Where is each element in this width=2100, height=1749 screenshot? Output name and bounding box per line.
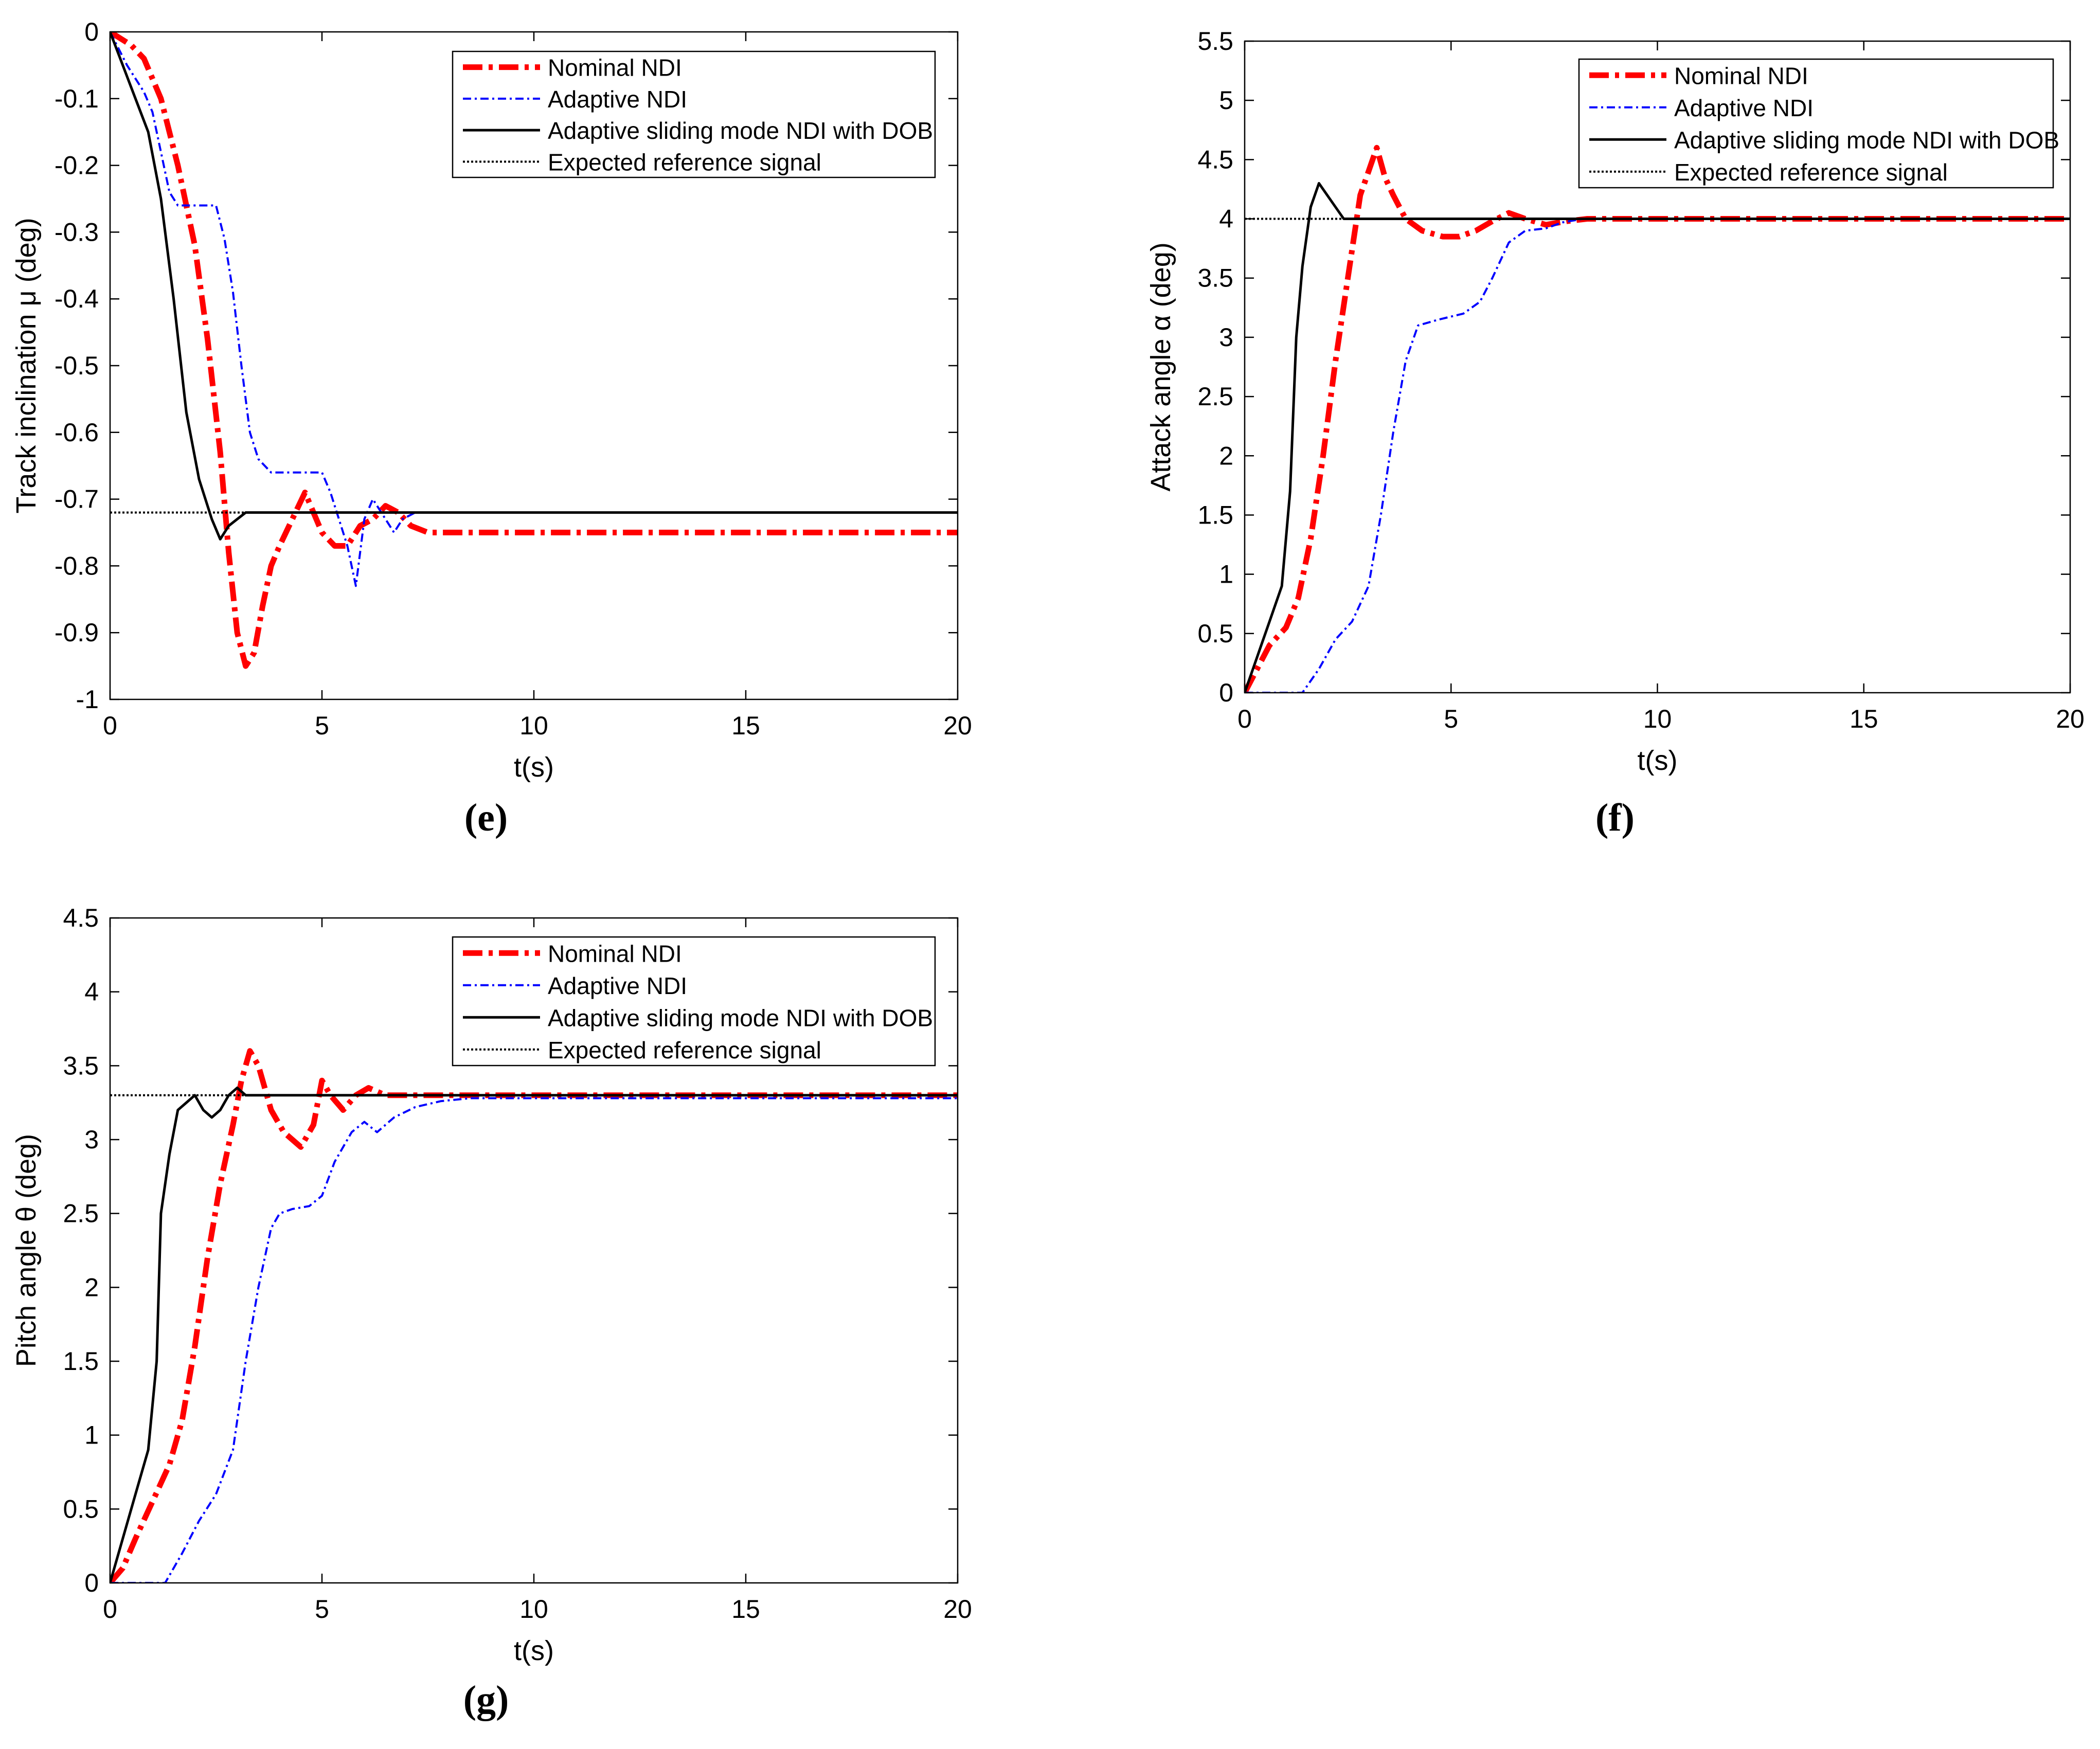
- series-line-adaptive-sliding-mode-ndi-with-dob: [110, 32, 958, 540]
- y-tick-label: -1: [76, 685, 99, 714]
- y-tick-label: -0.5: [55, 351, 99, 380]
- x-tick-label: 20: [943, 711, 972, 740]
- x-tick-label: 10: [519, 711, 548, 740]
- panel-caption: (g): [463, 1678, 509, 1721]
- y-axis-label: Track inclination μ (deg): [11, 218, 42, 513]
- chart-panel-f: 0 5 10 15 20 0 0.5 1 1.5 2 2.5 3 3.5 4 4.5 5 5.5 t(s) Atta…: [1145, 27, 2085, 839]
- y-tick-label: 0.5: [63, 1494, 99, 1523]
- series-line-adaptive-ndi: [110, 32, 958, 587]
- y-tick-label: 2: [1219, 441, 1233, 470]
- legend-entry-label: Expected reference signal: [548, 1037, 821, 1063]
- x-axis-label: t(s): [514, 752, 554, 783]
- y-tick-label: -0.4: [55, 284, 99, 313]
- y-tick-label: 4.5: [1197, 145, 1233, 174]
- series-line-adaptive-ndi: [1245, 218, 2070, 693]
- legend: Nominal NDI Adaptive NDI Adaptive sliding …: [452, 936, 936, 1067]
- panel-caption: (e): [464, 796, 508, 839]
- legend-box: [1578, 58, 2054, 189]
- y-tick-label: 3.5: [1197, 264, 1233, 293]
- y-tick-label: 2: [84, 1273, 99, 1302]
- x-tick-label: 5: [315, 1595, 329, 1624]
- x-tick-label: 10: [1643, 705, 1672, 733]
- x-tick-label: 5: [1444, 705, 1458, 733]
- legend-entry-label: Nominal NDI: [548, 55, 682, 81]
- series-line-adaptive-sliding-mode-ndi-with-dob: [110, 1086, 958, 1583]
- legend-entry-label: Expected reference signal: [548, 149, 821, 175]
- y-tick-label: 1: [84, 1421, 99, 1450]
- x-tick-label: 15: [1850, 705, 1878, 733]
- y-tick-label: -0.2: [55, 151, 99, 180]
- x-tick-label: 20: [2056, 705, 2085, 733]
- x-tick-label: 15: [731, 711, 760, 740]
- y-tick-label: 0: [84, 1568, 99, 1597]
- y-tick-label: 4: [84, 978, 99, 1006]
- y-tick-label: -0.9: [55, 618, 99, 647]
- legend: Nominal NDI Adaptive NDI Adaptive sliding …: [452, 50, 936, 178]
- legend-box: [452, 936, 936, 1067]
- y-tick-label: 0: [1219, 678, 1233, 707]
- legend-entry-label: Adaptive NDI: [548, 86, 687, 113]
- y-tick-label: 2.5: [63, 1199, 99, 1228]
- y-tick-label: 5.5: [1197, 27, 1233, 56]
- x-tick-label: 5: [315, 711, 329, 740]
- y-tick-label: 0.5: [1197, 619, 1233, 648]
- y-tick-label: 0: [84, 17, 99, 46]
- y-tick-label: 5: [1219, 86, 1233, 115]
- legend-entry-label: Nominal NDI: [1674, 62, 1808, 89]
- y-tick-label: -0.6: [55, 418, 99, 447]
- y-tick-label: 2.5: [1197, 382, 1233, 411]
- panel-caption: (f): [1595, 796, 1635, 839]
- y-tick-label: -0.8: [55, 551, 99, 580]
- x-axis-label: t(s): [514, 1635, 554, 1666]
- chart-panel-e: 0 5 10 15 20 0 -0.1 -0.2 -0.3 -0.4 -0.5 -0.6 -0.7 -0.…: [11, 17, 972, 839]
- legend-entry-label: Adaptive sliding mode NDI with DOB: [548, 1004, 933, 1031]
- legend-entry-label: Adaptive NDI: [1674, 95, 1814, 121]
- legend-entry-label: Expected reference signal: [1674, 159, 1948, 186]
- series-line-adaptive-sliding-mode-ndi-with-dob: [1245, 182, 2070, 693]
- y-tick-label: 1.5: [1197, 500, 1233, 529]
- series-line-adaptive-ndi: [110, 1097, 958, 1583]
- series-line-nominal-ndi: [110, 1048, 958, 1583]
- x-tick-label: 0: [1237, 705, 1252, 733]
- legend-entry-label: Adaptive sliding mode NDI with DOB: [548, 117, 933, 144]
- y-tick-label: 3: [1219, 323, 1233, 352]
- y-axis-label: Attack angle α (deg): [1145, 242, 1176, 491]
- x-tick-label: 10: [519, 1595, 548, 1624]
- x-tick-label: 15: [731, 1595, 760, 1624]
- y-tick-label: 3: [84, 1125, 99, 1154]
- y-tick-label: 1: [1219, 560, 1233, 589]
- y-tick-label: 1.5: [63, 1347, 99, 1376]
- y-tick-label: 4.5: [63, 904, 99, 932]
- legend-entry-label: Nominal NDI: [548, 940, 682, 967]
- y-tick-label: -0.3: [55, 218, 99, 246]
- y-tick-label: -0.7: [55, 485, 99, 514]
- y-tick-label: 4: [1219, 205, 1233, 233]
- x-tick-label: 0: [103, 711, 117, 740]
- series-line-nominal-ndi: [1245, 145, 2070, 693]
- y-axis-label: Pitch angle θ (deg): [11, 1134, 42, 1367]
- x-axis-label: t(s): [1638, 745, 1678, 776]
- legend-box: [452, 50, 936, 178]
- legend: Nominal NDI Adaptive NDI Adaptive sliding …: [1578, 58, 2059, 189]
- legend-entry-label: Adaptive NDI: [548, 972, 687, 999]
- x-tick-label: 0: [103, 1595, 117, 1624]
- chart-panel-g: 0 5 10 15 20 0 0.5 1 1.5 2 2.5 3 3.5 4 4.5 t(s) Pitch an…: [11, 904, 972, 1721]
- y-tick-label: 3.5: [63, 1051, 99, 1080]
- y-tick-label: -0.1: [55, 84, 99, 113]
- x-tick-label: 20: [943, 1595, 972, 1624]
- legend-entry-label: Adaptive sliding mode NDI with DOB: [1674, 127, 2059, 153]
